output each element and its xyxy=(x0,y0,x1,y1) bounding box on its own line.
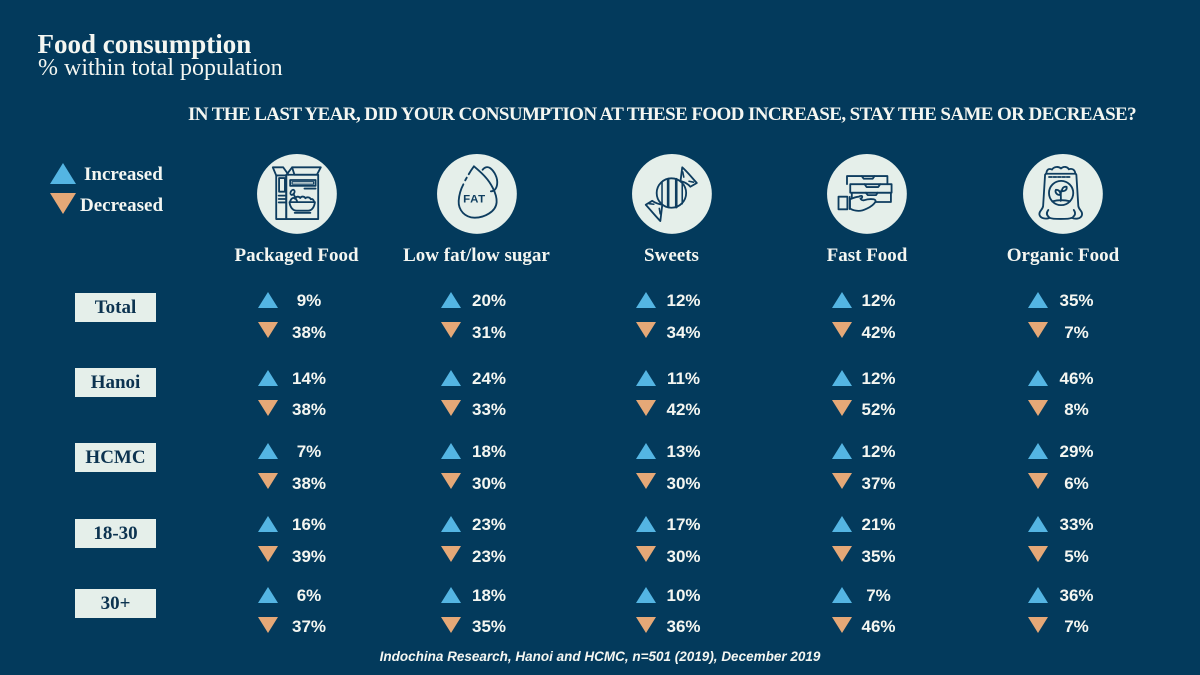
svg-text:FAT: FAT xyxy=(463,194,486,206)
